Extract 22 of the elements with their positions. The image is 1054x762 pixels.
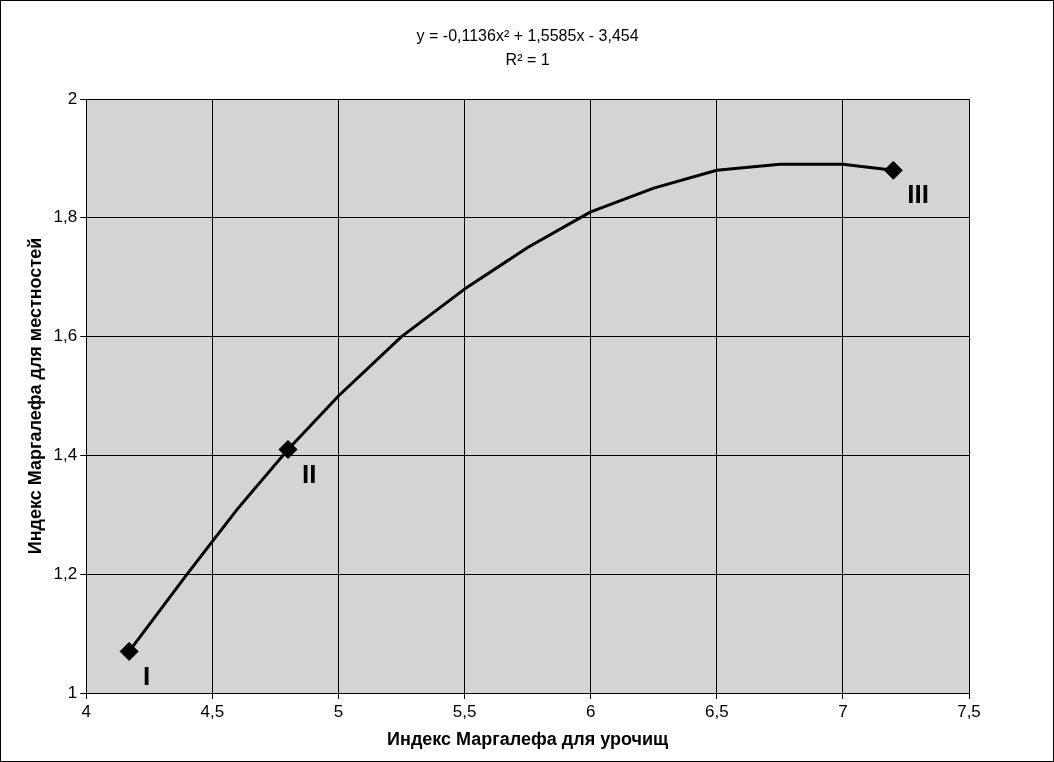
x-tick-label: 7,5 [957, 701, 981, 721]
x-tick-label: 5 [333, 701, 344, 721]
point [119, 641, 139, 661]
y-tick-label: 1,8 [53, 207, 78, 227]
y-tick-label: 1,6 [53, 326, 78, 346]
x-tick-label: 7 [838, 701, 848, 721]
annotation: II [302, 458, 317, 489]
x-tick-label: 5,5 [452, 701, 477, 721]
annotation: III [907, 179, 930, 210]
x-axis-title: Индекс Маргалефа для урочищ [387, 729, 669, 750]
text: y = -0,1136x² + 1,5585x - 3,454 [416, 27, 639, 45]
x-tick-label: 4 [81, 701, 91, 721]
x-tick-label: 4,5 [200, 701, 225, 721]
y-tick-label: 1 [67, 682, 78, 702]
x-tick-label: 6,5 [704, 701, 729, 721]
x-tick-label: 6 [585, 701, 596, 721]
y-axis-title: Индекс Маргалефа для местностей [24, 237, 45, 555]
text: R² = 1 [505, 51, 550, 69]
y-tick-label: 1,4 [53, 445, 78, 465]
annotation: I [143, 660, 151, 691]
y-tick-label: 1,2 [53, 563, 78, 583]
y-tick-label: 2 [67, 88, 78, 108]
